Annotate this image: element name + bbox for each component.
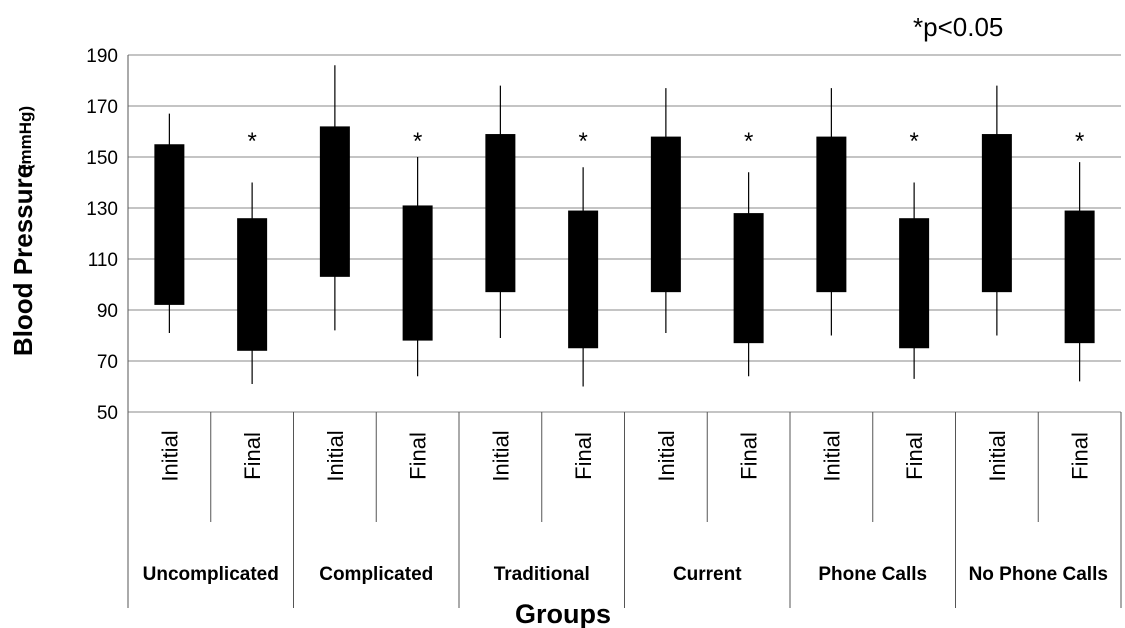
y-axis-label: Blood Pressure <box>8 164 38 356</box>
x-tick-label: Final <box>406 432 431 480</box>
significance-note: *p<0.05 <box>913 12 1003 42</box>
box <box>899 218 930 349</box>
group-label: Complicated <box>319 564 433 585</box>
box <box>568 210 599 349</box>
x-tick-label: Initial <box>654 430 679 481</box>
box <box>650 136 681 293</box>
group-label: Current <box>673 564 742 585</box>
gridlines <box>127 54 1121 413</box>
x-tick-label: Final <box>737 432 762 480</box>
group-label: Traditional <box>494 564 590 585</box>
y-axis-ticks: 50 70 90 110 130 150 170 190 <box>86 46 118 424</box>
significance-marker: * <box>413 128 422 155</box>
box <box>816 136 847 293</box>
significance-marker: * <box>909 128 918 155</box>
x-tick-label: Initial <box>488 430 513 481</box>
x-tick-label: Initial <box>819 430 844 481</box>
x-tick-label: Final <box>571 432 596 480</box>
box <box>1064 210 1095 344</box>
box <box>733 213 764 344</box>
box <box>402 205 433 341</box>
x-axis-label: Groups <box>515 599 611 628</box>
x-tick-label: Initial <box>157 430 182 481</box>
y-tick-label: 150 <box>86 148 118 169</box>
y-tick-label: 170 <box>86 97 118 118</box>
group-label: Phone Calls <box>818 564 927 585</box>
y-tick-label: 130 <box>86 199 118 220</box>
group-label: No Phone Calls <box>969 564 1108 585</box>
x-tick-label: Initial <box>985 430 1010 481</box>
x-axis-categories: Uncomplicated Initial Final Complicated Init… <box>127 412 1122 608</box>
significance-marker: * <box>578 128 587 155</box>
box <box>981 134 1012 293</box>
y-tick-label: 70 <box>97 352 118 373</box>
y-tick-label: 110 <box>88 250 118 271</box>
boxes: * * * * * * <box>154 65 1095 387</box>
x-tick-label: Final <box>902 432 927 480</box>
y-axis-unit: (mmHg) <box>16 106 35 170</box>
box <box>237 218 268 351</box>
y-tick-label: 90 <box>97 301 118 322</box>
significance-marker: * <box>744 128 753 155</box>
box <box>485 134 516 293</box>
y-tick-label: 50 <box>97 403 118 424</box>
x-tick-label: Initial <box>323 430 348 481</box>
y-tick-label: 190 <box>86 46 118 67</box>
group-label: Uncomplicated <box>143 564 279 585</box>
x-tick-label: Final <box>240 432 265 480</box>
significance-marker: * <box>247 128 256 155</box>
box <box>154 144 185 305</box>
x-tick-label: Final <box>1068 432 1093 480</box>
box <box>319 126 350 277</box>
significance-marker: * <box>1075 128 1084 155</box>
